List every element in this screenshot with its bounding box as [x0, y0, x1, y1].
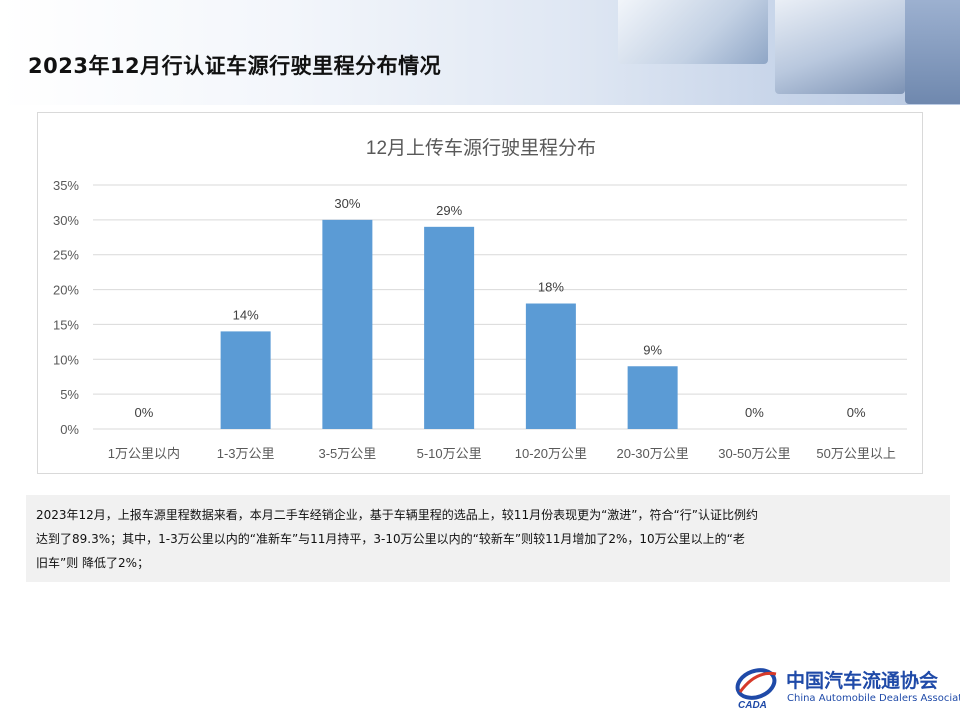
data-label: 30% [334, 196, 360, 211]
y-tick-label: 35% [53, 178, 79, 193]
y-tick-label: 30% [53, 213, 79, 228]
x-tick-label: 5-10万公里 [417, 446, 482, 461]
cada-logo: CADA 中国汽车流通协会 China Automobile Dealers A… [732, 662, 960, 712]
header-banner [0, 0, 960, 105]
description-line: 达到了89.3%；其中，1-3万公里以内的“准新车”与11月持平，3-10万公里… [36, 532, 745, 546]
x-tick-label: 3-5万公里 [318, 446, 376, 461]
description-box: 2023年12月，上报车源里程数据来看，本月二手车经销企业，基于车辆里程的选品上… [26, 495, 950, 582]
chart-title: 12月上传车源行驶里程分布 [366, 137, 596, 159]
x-tick-label: 1-3万公里 [217, 446, 275, 461]
bar [424, 226, 475, 429]
x-tick-label: 30-50万公里 [718, 446, 790, 461]
data-label: 0% [745, 405, 764, 420]
data-label: 9% [643, 342, 662, 357]
x-tick-label: 10-20万公里 [515, 446, 587, 461]
bar [525, 303, 576, 429]
x-tick-label: 20-30万公里 [617, 446, 689, 461]
data-label: 18% [538, 280, 564, 295]
bar [322, 219, 373, 429]
decorative-cube [775, 0, 905, 94]
x-tick-label: 1万公里以内 [108, 446, 180, 461]
y-tick-label: 20% [53, 283, 79, 298]
emblem-text: CADA [738, 700, 767, 710]
page-title: 2023年12月行认证车源行驶里程分布情况 [28, 54, 442, 78]
cada-emblem-icon: CADA [735, 668, 777, 710]
bar-chart: 12月上传车源行驶里程分布 0% 5% 10% 15% 20% 25% 30% 35% 0% 1… [53, 137, 907, 461]
description-line: 旧车”则 降低了2%； [36, 556, 150, 570]
bar [627, 366, 678, 429]
decorative-cube [618, 0, 768, 64]
data-label: 0% [847, 405, 866, 420]
data-label: 0% [134, 405, 153, 420]
data-label: 29% [436, 203, 462, 218]
x-tick-label: 50万公里以上 [816, 446, 895, 461]
chart-container: 12月上传车源行驶里程分布 0% 5% 10% 15% 20% 25% 30% 35% 0% 1… [37, 112, 923, 474]
decorative-cube [905, 0, 960, 104]
data-label: 14% [233, 307, 259, 322]
y-tick-label: 0% [60, 422, 79, 437]
y-tick-label: 5% [60, 387, 79, 402]
y-tick-label: 25% [53, 248, 79, 263]
description-line: 2023年12月，上报车源里程数据来看，本月二手车经销企业，基于车辆里程的选品上… [36, 508, 758, 522]
y-tick-label: 10% [53, 352, 79, 367]
org-name-en: China Automobile Dealers Association [787, 693, 960, 704]
y-tick-label: 15% [53, 317, 79, 332]
org-name-cn: 中国汽车流通协会 [786, 670, 939, 692]
bar [220, 331, 271, 429]
